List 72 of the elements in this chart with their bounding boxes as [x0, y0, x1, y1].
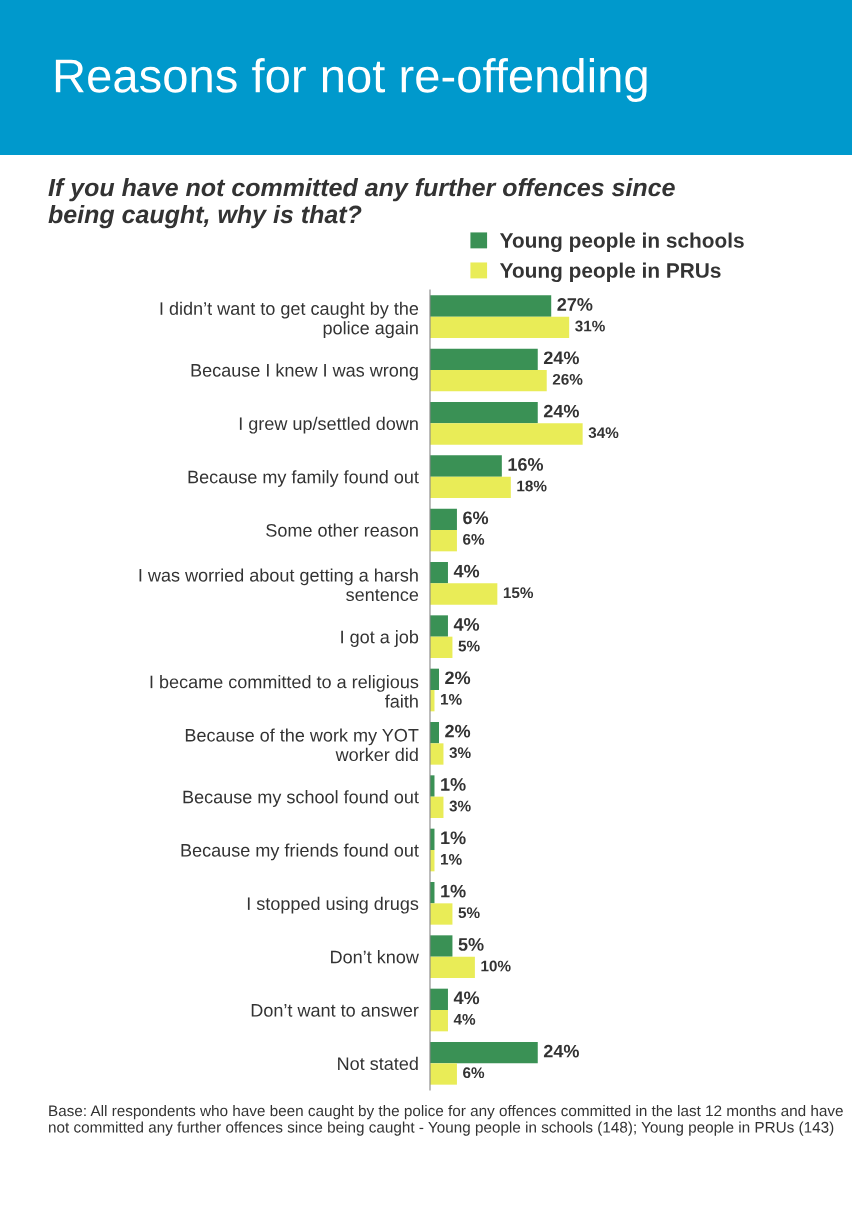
data-label: 24% — [543, 1044, 579, 1058]
data-label: 4% — [453, 1013, 476, 1025]
data-label: 6% — [463, 533, 485, 545]
y-tick-label: Some other reason — [266, 523, 418, 537]
y-tick-label: Don’t know — [331, 950, 419, 964]
data-label: 5% — [458, 907, 480, 919]
data-label: 2% — [445, 724, 471, 738]
data-label: 5% — [458, 938, 484, 951]
data-label: 24% — [543, 351, 579, 365]
data-label: 1% — [441, 693, 462, 705]
y-tick-label: Because of the work my YOT worker did — [185, 728, 419, 762]
data-label: 10% — [481, 960, 511, 972]
bar — [430, 743, 444, 765]
y-tick-label: I became committed to a religious faith — [150, 675, 419, 708]
y-tick-label: I grew up/settled down — [239, 416, 418, 434]
data-label: 24% — [543, 404, 579, 418]
data-label: 6% — [463, 1067, 485, 1079]
bar — [430, 295, 552, 317]
bar — [430, 455, 502, 477]
data-label: 26% — [552, 373, 583, 385]
y-tick-label: Not stated — [338, 1056, 418, 1071]
data-label: 31% — [575, 320, 605, 332]
data-label: 1% — [441, 831, 466, 845]
legend-label: Young people in PRUs — [499, 262, 721, 283]
bar — [430, 956, 475, 978]
bar — [430, 348, 538, 370]
bar — [430, 988, 448, 1010]
data-label: 27% — [557, 298, 593, 311]
y-tick-label: Because I knew I was wrong — [191, 363, 418, 381]
bar — [430, 423, 583, 445]
bar — [430, 1063, 457, 1085]
y-tick-label: I was worried about getting a harsh sentence — [139, 568, 419, 602]
y-tick-label: Don’t want to answer — [251, 1004, 419, 1017]
data-label: 4% — [453, 564, 480, 578]
chart-subtitle: If you have not committed any further offences since being caught, why is that? — [48, 178, 675, 229]
data-label: 6% — [463, 511, 489, 525]
data-label: 1% — [441, 853, 462, 865]
data-label: 5% — [458, 640, 480, 652]
text: Base: All respondents who have been caught by the police for any offences committed in the last 12 months and have not committed any further offences since being caught - Young people in schools (148); Young people in PRUs (143) — [49, 1105, 843, 1136]
bar — [430, 1010, 448, 1032]
bar — [430, 903, 453, 925]
bar — [430, 636, 453, 658]
y-tick-label: Because my friends found out — [181, 843, 419, 861]
data-label: 3% — [449, 747, 471, 759]
data-label: 15% — [503, 587, 534, 599]
bar — [430, 370, 547, 392]
data-label: 34% — [588, 427, 619, 439]
bar — [430, 508, 457, 530]
data-label: 16% — [508, 458, 544, 471]
bar — [430, 1042, 538, 1064]
bar — [430, 316, 570, 338]
bar — [430, 402, 538, 424]
data-label: 3% — [449, 800, 471, 812]
bar — [430, 562, 448, 584]
y-tick-label: I stopped using drugs — [247, 896, 419, 914]
data-label: 1% — [441, 884, 466, 898]
bar — [430, 615, 448, 637]
bar — [430, 476, 511, 498]
y-tick-label: I didn’t want to get caught by the police again — [160, 301, 419, 338]
chart-title: Reasons for not re-offending — [55, 57, 647, 103]
data-label: 1% — [441, 778, 466, 791]
bar — [430, 583, 498, 605]
data-label: 4% — [453, 991, 480, 1005]
data-label: 4% — [453, 618, 480, 631]
bar — [430, 935, 453, 957]
data-label: 2% — [445, 671, 471, 685]
y-tick-label: Because my family found out — [188, 470, 419, 487]
data-label: 18% — [517, 480, 547, 492]
y-tick-label: I got a job — [341, 630, 419, 647]
y-tick-label: Because my school found out — [183, 790, 419, 807]
bar — [430, 530, 457, 552]
legend-label: Young people in schools — [499, 232, 744, 253]
